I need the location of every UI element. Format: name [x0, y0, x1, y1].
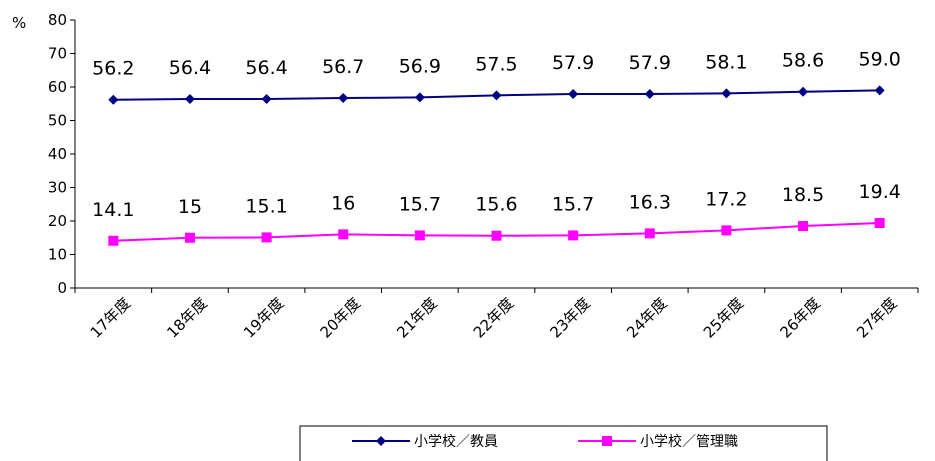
data-point-marker — [874, 85, 885, 96]
legend-items: 小学校／教員 小学校／管理職 — [352, 433, 738, 450]
data-point-marker — [568, 89, 579, 100]
y-tick-label: 30 — [48, 179, 67, 197]
data-label: 56.4 — [245, 57, 287, 79]
x-tick-label: 20年度 — [317, 294, 364, 341]
data-point-marker — [644, 228, 655, 239]
data-label: 58.1 — [705, 51, 747, 73]
data-point-marker — [491, 230, 502, 241]
y-axis-unit-label: % — [12, 14, 26, 32]
y-tick-label: 20 — [48, 212, 67, 230]
x-tick-label: 24年度 — [623, 294, 670, 341]
x-tick-group: 17年度 18年度 19年度 20年度 21年度 22年度 23年度 24年度 25年度 26年度… — [74, 288, 919, 342]
y-tick-label: 10 — [48, 246, 67, 264]
data-label: 16.3 — [629, 191, 671, 213]
data-point-marker — [874, 218, 885, 229]
legend-swatch-marker — [602, 436, 612, 446]
data-label: 17.2 — [705, 188, 747, 210]
data-point-marker — [414, 230, 425, 241]
data-label: 14.1 — [92, 199, 134, 221]
plot-area: 0 10 20 30 40 50 60 70 80 17年度 18年度 19年度 20年度 21年度 22… — [48, 11, 919, 342]
data-label: 56.9 — [399, 55, 441, 77]
x-tick-label: 19年度 — [240, 294, 287, 341]
data-label: 15.7 — [552, 193, 594, 215]
data-point-marker — [721, 225, 732, 236]
x-tick-label: 21年度 — [393, 294, 440, 341]
data-point-marker — [338, 93, 349, 104]
x-tick-label: 17年度 — [87, 294, 134, 341]
data-label: 58.6 — [782, 50, 824, 72]
legend: 小学校／教員 小学校／管理職 — [299, 425, 828, 461]
y-tick-label: 0 — [57, 279, 67, 297]
data-label: 15 — [178, 196, 202, 218]
legend-label: 小学校／教員 — [414, 433, 498, 450]
data-point-marker — [414, 92, 425, 103]
data-label: 59.0 — [859, 48, 901, 70]
data-point-marker — [261, 232, 272, 243]
x-tick-label: 27年度 — [853, 294, 900, 341]
legend-swatch-marker — [376, 436, 386, 446]
data-point-marker — [184, 94, 195, 105]
data-point-marker — [184, 232, 195, 243]
data-label: 56.4 — [169, 57, 211, 79]
data-point-marker — [108, 94, 119, 105]
data-point-marker — [338, 229, 349, 240]
data-label: 19.4 — [859, 181, 901, 203]
data-point-marker — [491, 90, 502, 101]
data-point-marker — [568, 230, 579, 241]
data-point-marker — [798, 86, 809, 97]
data-label: 16 — [331, 192, 355, 214]
x-tick-label: 23年度 — [547, 294, 594, 341]
data-point-marker — [644, 89, 655, 100]
y-tick-label: 80 — [48, 11, 67, 29]
series-group: 56.2 56.4 56.4 56.7 56.9 57.5 57.9 57.9 58.1 58.6… — [92, 48, 901, 246]
y-tick-label: 70 — [48, 45, 67, 63]
x-tick-label: 25年度 — [700, 294, 747, 341]
data-label: 56.2 — [92, 58, 134, 80]
data-point-marker — [108, 235, 119, 246]
legend-label: 小学校／管理職 — [640, 433, 738, 450]
data-point-marker — [798, 221, 809, 232]
data-label: 15.6 — [475, 194, 517, 216]
legend-box — [299, 425, 828, 461]
data-point-marker — [721, 88, 732, 99]
x-tick-label: 22年度 — [470, 294, 517, 341]
data-label: 56.7 — [322, 56, 364, 78]
data-point-marker — [261, 94, 272, 105]
y-tick-label: 50 — [48, 112, 67, 130]
x-tick-label: 26年度 — [776, 294, 823, 341]
data-label: 57.9 — [552, 52, 594, 74]
y-tick-group: 0 10 20 30 40 50 60 70 80 — [48, 11, 75, 297]
x-tick-label: 18年度 — [163, 294, 210, 341]
data-label: 57.9 — [629, 52, 671, 74]
data-label: 15.7 — [399, 193, 441, 215]
y-tick-label: 40 — [48, 145, 67, 163]
data-label: 15.1 — [245, 195, 287, 217]
data-label: 57.5 — [475, 53, 517, 75]
y-tick-label: 60 — [48, 78, 67, 96]
data-label: 18.5 — [782, 184, 824, 206]
